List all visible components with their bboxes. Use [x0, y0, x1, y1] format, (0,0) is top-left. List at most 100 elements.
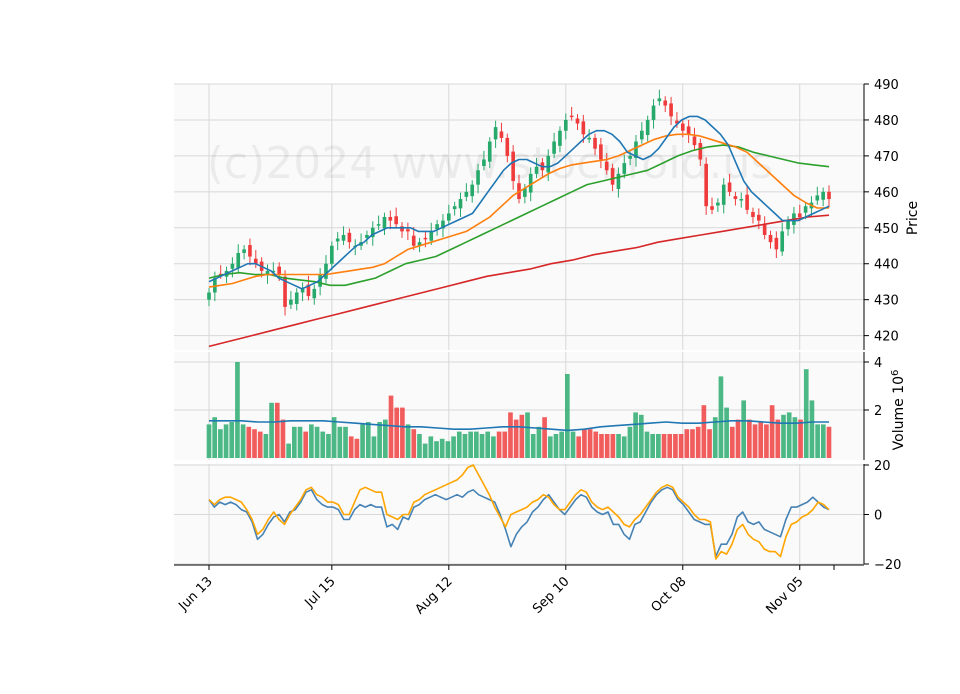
price-axis-tick-label: 490 — [874, 78, 899, 93]
candle-up — [780, 231, 785, 252]
candle-up — [441, 220, 445, 229]
candle-up — [236, 252, 241, 269]
volume-bar-down — [695, 426, 701, 458]
candle-up — [330, 245, 334, 264]
volume-bar-up — [240, 424, 246, 458]
price-axis-tick-label: 430 — [874, 294, 899, 309]
volume-bar-up — [428, 436, 434, 458]
candle-up — [446, 213, 451, 221]
candle-down — [253, 258, 258, 264]
volume-bar-up — [820, 424, 826, 458]
volume-bar-down — [673, 434, 678, 458]
volume-bar-down — [826, 426, 832, 458]
volume-panel — [206, 362, 832, 458]
volume-bar-up — [462, 434, 468, 458]
candle-down — [569, 115, 574, 118]
volume-bar-down — [661, 434, 667, 458]
volume-bar-up — [371, 436, 377, 458]
candle-up — [324, 263, 328, 279]
volume-bar-up — [559, 431, 564, 458]
candle-up — [534, 166, 539, 174]
x-axis-tick-label: Oct 08 — [648, 574, 689, 615]
volume-bar-down — [388, 395, 394, 458]
candle-up — [622, 163, 627, 174]
price-axis-label: Price — [905, 201, 921, 235]
volume-bar-up — [474, 431, 479, 458]
volume-bar-down — [280, 419, 286, 458]
volume-bar-up — [616, 434, 621, 458]
candle-up — [563, 119, 568, 131]
volume-bar-up — [479, 434, 485, 458]
volume-bar-up — [382, 419, 388, 458]
candle-up — [213, 278, 217, 293]
volume-bar-down — [690, 429, 695, 458]
volume-bar-down — [587, 429, 593, 458]
candle-up — [786, 220, 790, 230]
volume-bar-up — [377, 422, 382, 458]
volume-bar-down — [684, 429, 690, 458]
candle-down — [751, 211, 755, 217]
price-axis-tick-label: 450 — [874, 222, 899, 237]
candle-up — [628, 155, 632, 159]
volume-bar-down — [798, 419, 803, 458]
candle-up — [294, 292, 299, 304]
candle-down — [604, 161, 609, 171]
volume-bar-up — [309, 424, 314, 458]
volume-bar-down — [274, 402, 280, 458]
volume-bar-up — [786, 412, 792, 458]
volume-bar-up — [326, 434, 331, 458]
candle-down — [400, 226, 404, 232]
price-axis-tick-label: 460 — [874, 186, 899, 201]
volume-bar-up — [456, 431, 462, 458]
candle-down — [505, 137, 510, 156]
volume-axis-tick-label: 2 — [874, 404, 882, 419]
candle-down — [827, 191, 831, 200]
candle-up — [528, 173, 533, 193]
candle-down — [283, 276, 287, 307]
price-axis-tick-label: 420 — [874, 330, 899, 345]
candle-up — [207, 292, 211, 300]
volume-bar-down — [701, 405, 707, 458]
volume-bar-up — [229, 422, 235, 458]
price-axis-tick-label: 480 — [874, 114, 899, 129]
candle-up — [417, 242, 422, 246]
candle-up — [370, 227, 375, 238]
candle-up — [265, 270, 270, 276]
volume-bar-down — [303, 431, 309, 458]
x-axis-tick-label: Jun 13 — [176, 574, 216, 614]
oscillator-panel — [208, 464, 830, 560]
volume-bar-down — [576, 436, 582, 458]
volume-bar-down — [678, 434, 684, 458]
candle-down — [663, 100, 668, 106]
volume-bar-up — [570, 431, 576, 458]
volume-bar-up — [792, 417, 798, 458]
volume-bar-up — [650, 434, 656, 458]
volume-bar-up — [525, 412, 530, 458]
volume-bar-down — [411, 429, 417, 458]
volume-bar-up — [621, 436, 627, 458]
volume-bar-down — [394, 407, 400, 458]
volume-bar-down — [752, 424, 758, 458]
volume-bar-up — [530, 434, 536, 458]
volume-bar-up — [360, 424, 365, 458]
oscillator-line-b — [208, 464, 830, 560]
price-axis-tick-label: 470 — [874, 150, 899, 165]
candle-down — [277, 266, 282, 275]
volume-bar-up — [263, 434, 269, 458]
volume-bar-up — [331, 417, 337, 458]
volume-bar-down — [252, 429, 257, 458]
volume-bar-down — [513, 419, 519, 458]
candle-up — [716, 202, 720, 206]
candle-up — [493, 127, 498, 140]
candle-down — [575, 118, 580, 124]
volume-bar-down — [775, 419, 781, 458]
candle-up — [382, 217, 387, 229]
volume-bar-up — [553, 434, 559, 458]
volume-bar-down — [257, 431, 263, 458]
candle-up — [616, 173, 621, 189]
candle-down — [423, 237, 428, 240]
volume-bar-up — [565, 374, 570, 458]
candle-down — [593, 137, 597, 149]
